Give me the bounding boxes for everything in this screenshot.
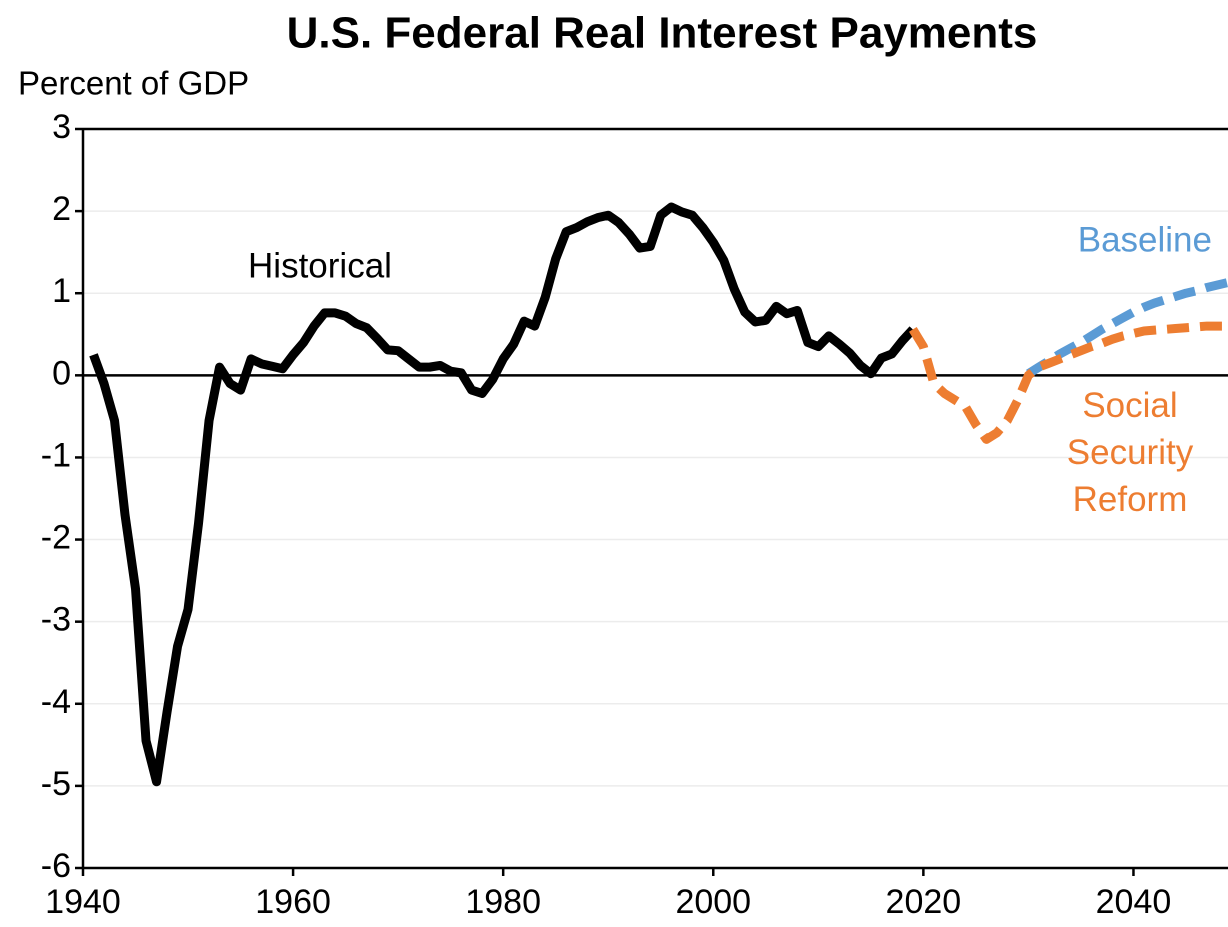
series-line — [909, 321, 1228, 444]
series-label: Historical — [248, 246, 392, 285]
y-tick-label: -1 — [41, 436, 71, 474]
chart-title: U.S. Federal Real Interest Payments — [287, 9, 1038, 58]
y-axis-label: Percent of GDP — [18, 65, 249, 102]
y-tick-label: -3 — [41, 601, 71, 639]
x-tick-label: 1940 — [45, 883, 121, 921]
series-label: Social Security Reform — [1067, 386, 1194, 519]
y-tick-label: 1 — [52, 272, 71, 310]
y-tick-label: -4 — [41, 683, 71, 721]
y-tick-label: 2 — [52, 190, 71, 228]
x-tick-label: 1980 — [465, 883, 541, 921]
y-tick-label: -2 — [41, 519, 71, 557]
x-tick-label: 2000 — [675, 883, 751, 921]
y-tick-label: -5 — [41, 765, 71, 803]
x-tick-label: 2020 — [886, 883, 962, 921]
y-tick-label: -6 — [41, 847, 71, 885]
series-line — [1026, 278, 1228, 378]
y-tick-label: 0 — [52, 354, 71, 392]
series-label: Baseline — [1078, 220, 1212, 259]
y-tick-label: 3 — [52, 108, 71, 146]
x-tick-label: 2040 — [1096, 883, 1172, 921]
x-tick-label: 1960 — [255, 883, 331, 921]
series-line — [89, 202, 917, 787]
